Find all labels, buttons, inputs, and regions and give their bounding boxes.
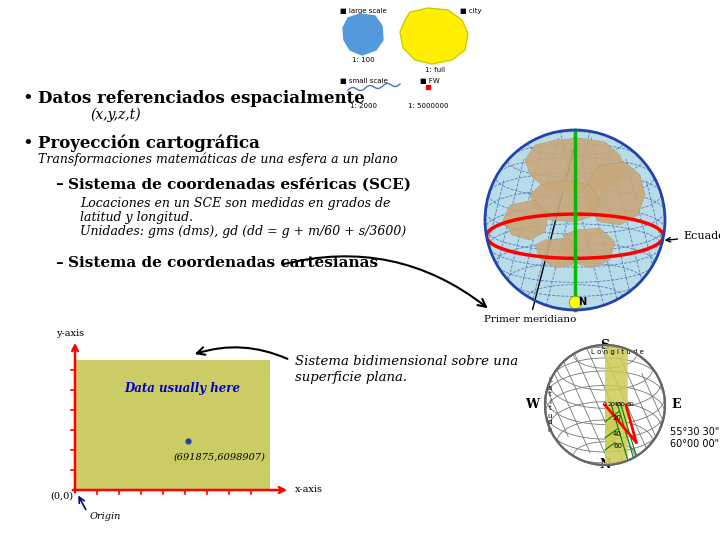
Text: ■ city: ■ city — [460, 8, 482, 14]
Polygon shape — [605, 345, 628, 465]
Text: –: – — [55, 256, 63, 270]
Circle shape — [485, 130, 665, 310]
Text: 50: 50 — [617, 402, 625, 407]
Polygon shape — [605, 405, 616, 452]
Polygon shape — [503, 200, 548, 240]
Text: y-axis: y-axis — [56, 329, 84, 338]
Text: x-axis: x-axis — [295, 485, 323, 495]
Text: •: • — [22, 90, 32, 108]
Polygon shape — [585, 162, 645, 225]
Text: (0,0): (0,0) — [50, 492, 73, 501]
Text: Locaciones en un SCE son medidas en grados de: Locaciones en un SCE son medidas en grad… — [80, 197, 390, 210]
Text: N: N — [599, 458, 611, 471]
Text: 60: 60 — [613, 443, 622, 449]
Polygon shape — [562, 228, 615, 268]
Text: N: N — [578, 297, 586, 307]
Bar — [75, 360, 270, 490]
Text: (691875,6098907): (691875,6098907) — [173, 453, 265, 462]
FancyArrowPatch shape — [197, 347, 287, 359]
Text: Origin: Origin — [90, 512, 122, 521]
Text: Ecuador: Ecuador — [666, 231, 720, 242]
Text: ■ small scale: ■ small scale — [340, 78, 388, 84]
Polygon shape — [400, 8, 468, 64]
Text: ■ large scale: ■ large scale — [340, 8, 387, 14]
Text: 55°30 30"N
60°00 00"E: 55°30 30"N 60°00 00"E — [670, 427, 720, 449]
Text: 20: 20 — [608, 402, 615, 407]
Text: 1: full: 1: full — [425, 67, 445, 73]
Text: Transformaciones matemáticas de una esfera a un plano: Transformaciones matemáticas de una esfe… — [38, 153, 397, 166]
Text: 40: 40 — [613, 402, 621, 407]
Text: Proyección cartográfica: Proyección cartográfica — [38, 135, 260, 152]
Circle shape — [545, 345, 665, 465]
FancyArrowPatch shape — [283, 256, 486, 307]
Text: 1: 100: 1: 100 — [351, 57, 374, 63]
Text: E: E — [671, 399, 680, 411]
Text: Data usually here: Data usually here — [125, 382, 240, 395]
Text: 20: 20 — [613, 415, 622, 421]
Text: superficie plana.: superficie plana. — [295, 371, 407, 384]
Text: (x,y,z,t): (x,y,z,t) — [90, 108, 140, 123]
Polygon shape — [535, 238, 578, 268]
Text: Sistema de coordenadas esféricas (SCE): Sistema de coordenadas esféricas (SCE) — [68, 177, 411, 191]
Text: 80: 80 — [626, 402, 634, 407]
Text: S: S — [600, 339, 610, 352]
Text: 1: 2000: 1: 2000 — [349, 103, 377, 109]
Text: L o n g i t u d e: L o n g i t u d e — [590, 349, 644, 355]
Text: 0: 0 — [603, 402, 607, 407]
Polygon shape — [343, 14, 383, 55]
Text: Unidades: gms (dms), gd (dd = g + m/60 + s/3600): Unidades: gms (dms), gd (dd = g + m/60 +… — [80, 225, 406, 238]
Text: Sistema bidimensional sobre una: Sistema bidimensional sobre una — [295, 355, 518, 368]
Text: Datos referenciados espacialmente: Datos referenciados espacialmente — [38, 90, 365, 107]
Text: –: – — [55, 177, 63, 191]
Text: 40: 40 — [613, 431, 622, 437]
Text: •: • — [22, 135, 32, 153]
Text: Sistema de coordenadas cartesianas: Sistema de coordenadas cartesianas — [68, 256, 378, 270]
Text: W: W — [525, 399, 539, 411]
Polygon shape — [525, 138, 625, 195]
Text: Primer meridiano: Primer meridiano — [484, 149, 576, 324]
Polygon shape — [530, 180, 600, 222]
Text: L
a
t
i
t
u
d
e: L a t i t u d e — [548, 377, 552, 433]
Text: 1: 5000000: 1: 5000000 — [408, 103, 449, 109]
Text: ■ FW: ■ FW — [420, 78, 440, 84]
FancyArrowPatch shape — [79, 497, 86, 510]
Text: latitud y longitud.: latitud y longitud. — [80, 211, 193, 224]
